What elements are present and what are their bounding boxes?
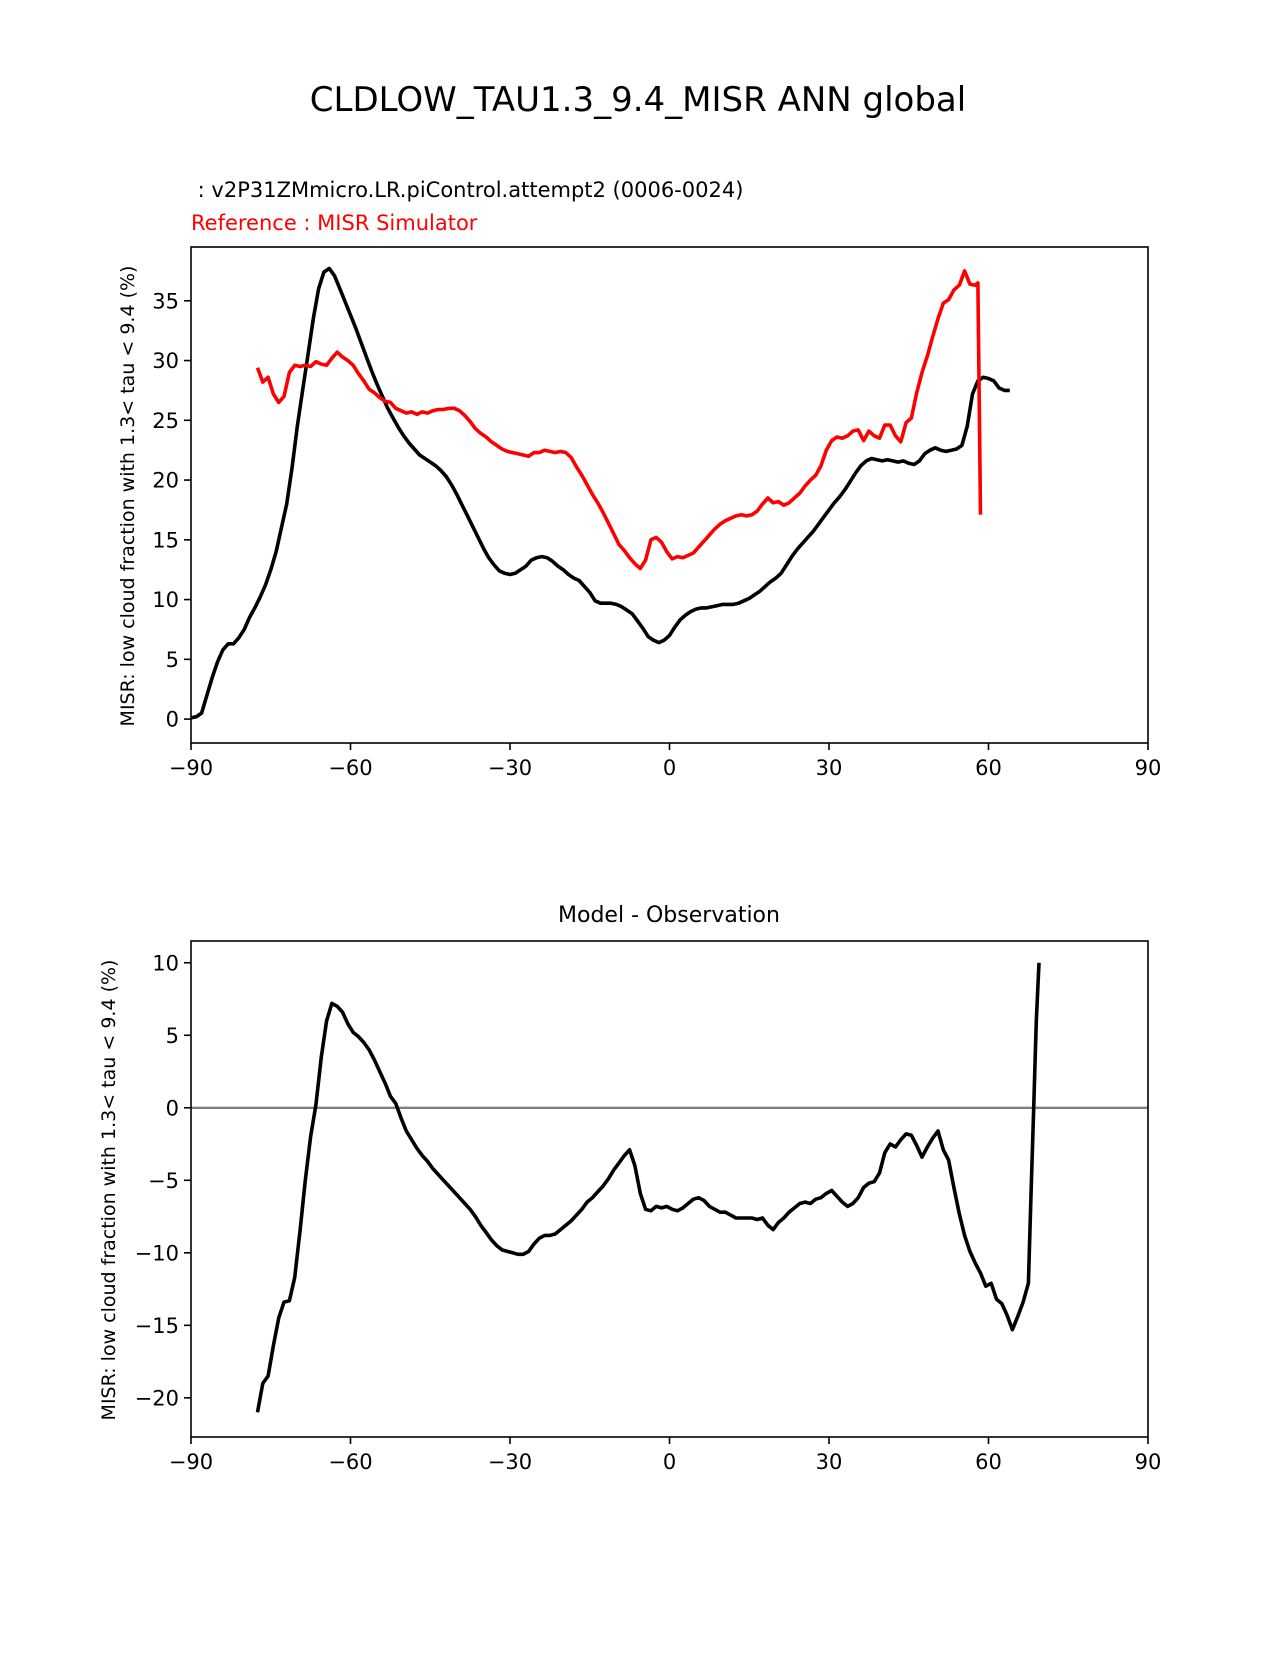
top-x-tick-label: 30 [816, 756, 843, 780]
bottom-x-tick-label: −90 [169, 1450, 213, 1474]
bottom-panel: Model - Observation MISR: low cloud frac… [98, 903, 1161, 1474]
bottom-series-difference-line [255, 962, 1041, 1413]
bottom-y-tick-label: −20 [135, 1386, 179, 1410]
reference-label: Reference : MISR Simulator [191, 211, 478, 235]
bottom-x-tick-label: 90 [1135, 1450, 1162, 1474]
top-x-tick-label: −30 [488, 756, 532, 780]
bottom-y-tick-label: −10 [135, 1241, 179, 1265]
top-y-axis-label: MISR: low cloud fraction with 1.3< tau <… [117, 266, 139, 727]
bottom-x-tick-label: 30 [816, 1450, 843, 1474]
top-plot-area: −90 −60 −30 0 30 60 90 0 5 10 15 20 25 30 35 [152, 246, 1162, 780]
top-series-test-line [190, 266, 1010, 720]
top-x-tick-label: −60 [328, 756, 372, 780]
top-y-tick-label: 30 [152, 349, 179, 373]
top-y-tick-label: 0 [166, 708, 179, 732]
bottom-y-tick-label: 5 [166, 1024, 179, 1048]
top-y-tick-label: 20 [152, 469, 179, 493]
bottom-x-tick-label: −60 [328, 1450, 372, 1474]
bottom-x-tick-label: 0 [663, 1450, 676, 1474]
bottom-panel-title: Model - Observation [558, 903, 780, 928]
top-y-tick-label: 25 [152, 409, 179, 433]
test-label: : v2P31ZMmicro.LR.piControl.attempt2 (00… [191, 178, 743, 202]
top-y-tick-label: 5 [166, 648, 179, 672]
bottom-plot-area: −90 −60 −30 0 30 60 90 −20 −15 −10 −5 0 5 10 [135, 940, 1162, 1474]
bottom-x-tick-label: 60 [975, 1450, 1002, 1474]
top-x-tick-label: −90 [169, 756, 213, 780]
bottom-y-tick-label: 0 [166, 1096, 179, 1120]
top-y-tick-label: 10 [152, 588, 179, 612]
top-x-tick-label: 90 [1135, 756, 1162, 780]
top-y-tick-label: 15 [152, 528, 179, 552]
top-y-tick-label: 35 [152, 289, 179, 313]
top-panel: : v2P31ZMmicro.LR.piControl.attempt2 (00… [117, 178, 1161, 780]
bottom-y-tick-label: −15 [135, 1314, 179, 1338]
top-series-reference-line [255, 269, 983, 571]
figure-title: CLDLOW_TAU1.3_9.4_MISR ANN global [310, 80, 966, 120]
bottom-x-tick-label: −30 [488, 1450, 532, 1474]
bottom-y-axis-label: MISR: low cloud fraction with 1.3< tau <… [98, 960, 120, 1421]
bottom-y-tick-label: −5 [148, 1169, 179, 1193]
top-x-tick-label: 60 [975, 756, 1002, 780]
top-x-tick-label: 0 [663, 756, 676, 780]
bottom-y-tick-label: 10 [152, 951, 179, 975]
